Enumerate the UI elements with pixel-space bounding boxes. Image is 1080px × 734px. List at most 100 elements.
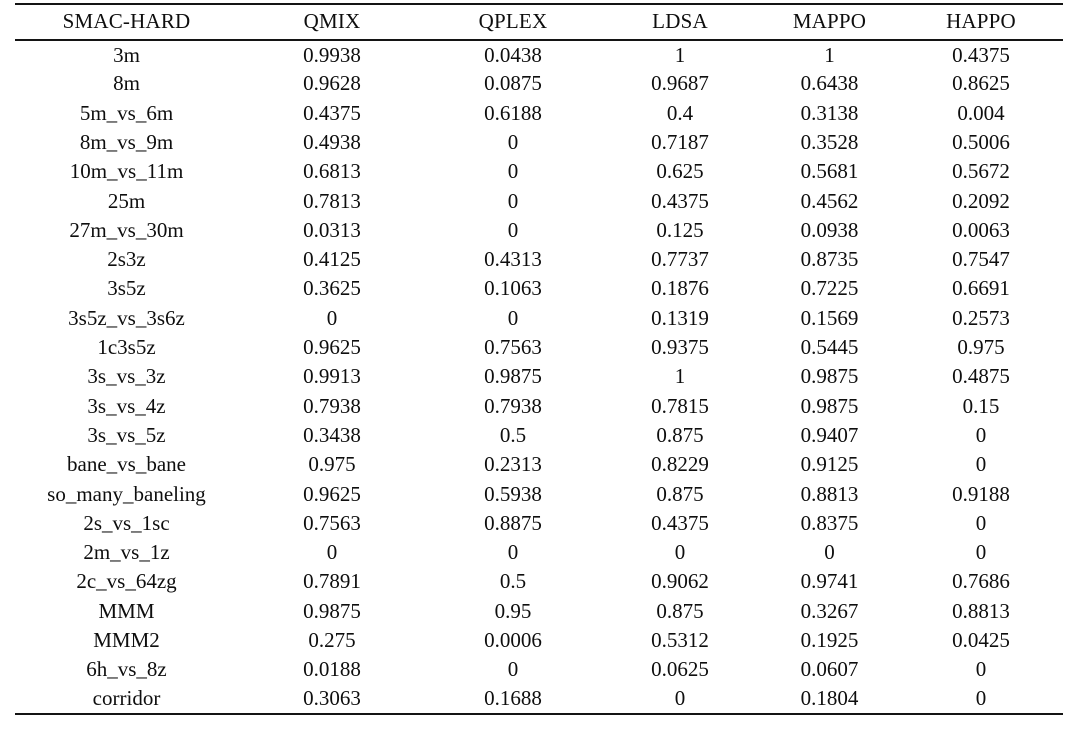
- win-rate-cell: 0.5312: [651, 628, 709, 653]
- win-rate-cell: 0.3138: [800, 100, 859, 125]
- win-rate-cell: 0.9062: [651, 569, 709, 594]
- column-header-ldsa: LDSA: [652, 9, 708, 34]
- table-row: 2m_vs_1z 0 0 0 0 0: [15, 538, 1063, 567]
- win-rate-cell: 0.625: [656, 159, 704, 184]
- column-header-qplex: QPLEX: [478, 9, 548, 34]
- win-rate-cell: 0.4375: [952, 42, 1010, 67]
- scenario-label: 3s5z_vs_3s6z: [68, 305, 185, 330]
- win-rate-cell: 0.5681: [800, 159, 859, 184]
- win-rate-cell: 0.7547: [952, 247, 1010, 272]
- win-rate-cell: 0.9625: [303, 481, 361, 506]
- win-rate-cell: 0.2313: [484, 452, 542, 477]
- win-rate-cell: 0.0188: [303, 657, 361, 682]
- win-rate-cell: 0: [507, 305, 519, 330]
- win-rate-cell: 0.7686: [952, 569, 1010, 594]
- win-rate-cell: 0.4313: [484, 247, 542, 272]
- win-rate-cell: 0.4375: [651, 510, 709, 535]
- table-row: 25m 0.7813 0 0.4375 0.4562 0.2092: [15, 186, 1063, 215]
- win-rate-cell: 0.8813: [952, 598, 1010, 623]
- win-rate-cell: 0.7563: [303, 510, 361, 535]
- win-rate-cell: 0: [975, 452, 987, 477]
- scenario-label: 3s_vs_5z: [87, 422, 166, 447]
- win-rate-cell: 0.4562: [800, 188, 859, 213]
- win-rate-cell: 0.3528: [800, 129, 859, 154]
- win-rate-cell: 0.7187: [651, 129, 709, 154]
- column-header-happo: HAPPO: [946, 9, 1016, 34]
- scenario-label: 2s_vs_1sc: [83, 510, 170, 535]
- win-rate-cell: 0.9375: [651, 335, 709, 360]
- win-rate-cell: 0.125: [656, 217, 704, 242]
- table-row: MMM 0.9875 0.95 0.875 0.3267 0.8813: [15, 597, 1063, 626]
- scenario-label: so_many_baneling: [47, 481, 206, 506]
- win-rate-cell: 0.275: [308, 628, 356, 653]
- win-rate-cell: 0.9687: [651, 71, 709, 96]
- scenario-label: 2c_vs_64zg: [76, 569, 177, 594]
- table-row: 8m 0.9628 0.0875 0.9687 0.6438 0.8625: [15, 69, 1063, 98]
- win-rate-cell: 0.7815: [651, 393, 709, 418]
- win-rate-cell: 0.004: [957, 100, 1005, 125]
- win-rate-cell: 0: [975, 540, 987, 565]
- win-rate-cell: 0: [824, 540, 835, 565]
- win-rate-cell: 0.5: [499, 422, 527, 447]
- win-rate-cell: 0: [507, 129, 519, 154]
- win-rate-cell: 0.7813: [303, 188, 361, 213]
- win-rate-cell: 0.4375: [651, 188, 709, 213]
- table-row: so_many_baneling 0.9625 0.5938 0.875 0.8813 0…: [15, 479, 1063, 508]
- column-header-smac-hard: SMAC-HARD: [62, 9, 191, 34]
- table-body: 3m 0.9938 0.0438 1 1 0.4375 8m 0.9628 0.0875 0.96…: [15, 40, 1063, 714]
- win-rate-cell: 0.0938: [800, 217, 859, 242]
- win-rate-cell: 0.7563: [484, 335, 542, 360]
- win-rate-cell: 0.2092: [952, 188, 1010, 213]
- scenario-label: 5m_vs_6m: [79, 100, 174, 125]
- header-row: SMAC-HARD QMIX QPLEX LDSA MAPPO HAPPO: [15, 4, 1063, 40]
- table-row: 5m_vs_6m 0.4375 0.6188 0.4 0.3138 0.004: [15, 99, 1063, 128]
- win-rate-cell: 0: [674, 540, 686, 565]
- scenario-label: 3s_vs_4z: [87, 393, 166, 418]
- win-rate-cell: 0.9407: [800, 422, 859, 447]
- table-row: 2c_vs_64zg 0.7891 0.5 0.9062 0.9741 0.7686: [15, 567, 1063, 596]
- win-rate-cell: 1: [674, 42, 686, 67]
- table-row: 3s5z 0.3625 0.1063 0.1876 0.7225 0.6691: [15, 274, 1063, 303]
- win-rate-cell: 0: [674, 686, 686, 711]
- win-rate-cell: 0.8375: [800, 510, 859, 535]
- win-rate-cell: 0.9938: [303, 42, 361, 67]
- win-rate-cell: 0: [975, 657, 987, 682]
- scenario-label: 2m_vs_1z: [83, 540, 170, 565]
- scenario-label: 1c3s5z: [97, 335, 156, 360]
- win-rate-cell: 0.9875: [800, 364, 859, 389]
- win-rate-cell: 0.6691: [952, 276, 1010, 301]
- scenario-label: 3s_vs_3z: [87, 364, 166, 389]
- win-rate-cell: 0.7891: [303, 569, 361, 594]
- scenario-label: 10m_vs_11m: [69, 159, 184, 184]
- win-rate-cell: 0.3625: [303, 276, 361, 301]
- win-rate-cell: 0.0006: [484, 628, 542, 653]
- win-rate-cell: 0: [507, 217, 519, 242]
- win-rate-cell: 0.0425: [952, 628, 1010, 653]
- scenario-label: MMM2: [93, 628, 160, 653]
- table-row: 3s_vs_3z 0.9913 0.9875 1 0.9875 0.4875: [15, 362, 1063, 391]
- win-rate-cell: 0: [326, 540, 338, 565]
- win-rate-cell: 0.9625: [303, 335, 361, 360]
- scenario-label: 3s5z: [107, 276, 146, 301]
- win-rate-cell: 0.9628: [303, 71, 361, 96]
- win-rate-cell: 0.0625: [651, 657, 709, 682]
- win-rate-cell: 0.9188: [952, 481, 1010, 506]
- win-rate-cell: 0.0063: [952, 217, 1010, 242]
- win-rate-cell: 0.4875: [952, 364, 1010, 389]
- win-rate-cell: 0.8875: [484, 510, 542, 535]
- paper-table-region: SMAC-HARD QMIX QPLEX LDSA MAPPO HAPPO 3m 0.993…: [15, 4, 1063, 714]
- win-rate-cell: 0.5938: [484, 481, 542, 506]
- win-rate-cell: 0.4375: [303, 100, 361, 125]
- column-header-mappo: MAPPO: [792, 9, 867, 34]
- win-rate-cell: 0.1876: [651, 276, 709, 301]
- table-row: 1c3s5z 0.9625 0.7563 0.9375 0.5445 0.975: [15, 333, 1063, 362]
- table-row: 3s5z_vs_3s6z 0 0 0.1319 0.1569 0.2573: [15, 304, 1063, 333]
- win-rate-cell: 0.8813: [800, 481, 859, 506]
- win-rate-cell: 0.5: [499, 569, 527, 594]
- win-rate-cell: 0.0313: [303, 217, 361, 242]
- table-row: 3s_vs_5z 0.3438 0.5 0.875 0.9407 0: [15, 421, 1063, 450]
- table-row: 3m 0.9938 0.0438 1 1 0.4375: [15, 40, 1063, 69]
- win-rate-cell: 0.975: [957, 335, 1005, 360]
- table-row: 2s3z 0.4125 0.4313 0.7737 0.8735 0.7547: [15, 245, 1063, 274]
- win-rate-cell: 0.1569: [800, 305, 859, 330]
